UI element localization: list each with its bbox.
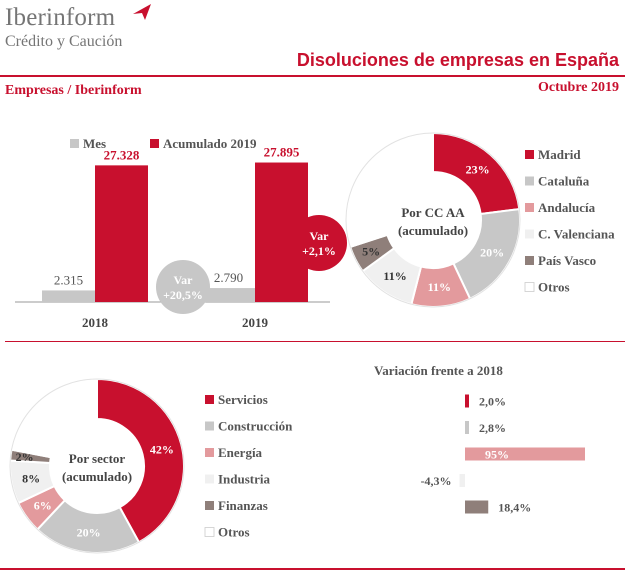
donut-slice-label: 6% xyxy=(34,498,52,512)
variation-badge-label: Var xyxy=(174,273,194,287)
plane-icon xyxy=(133,4,151,20)
legend-swatch xyxy=(524,282,535,292)
variation-badge-label: Var xyxy=(310,229,330,243)
legend-swatch xyxy=(205,501,214,510)
legend-swatch xyxy=(150,139,159,148)
variation-bar-servicios xyxy=(465,394,469,408)
donut-center-subtitle: (acumulado) xyxy=(62,469,132,484)
page-title: Disoluciones de empresas en España xyxy=(296,50,619,70)
legend-label: Andalucía xyxy=(538,200,596,215)
legend-swatch xyxy=(70,139,79,148)
legend-label: Otros xyxy=(538,280,570,295)
period-label: Octubre 2019 xyxy=(537,80,619,95)
variation-bar-label: -4,3% xyxy=(421,474,452,488)
logo-wordmark: Iberinform xyxy=(5,4,116,31)
donut-slice-label: 23% xyxy=(466,162,490,176)
bar-value-label: 2.315 xyxy=(54,272,83,287)
bar-value-label: 27.895 xyxy=(264,145,300,160)
variation-bar-energ-a xyxy=(465,447,585,461)
x-tick-label: 2019 xyxy=(242,315,269,330)
bottom-divider xyxy=(0,568,625,570)
variation-bar-finanzas xyxy=(465,500,489,514)
legend-swatch xyxy=(204,527,215,537)
donut-slice-label: 42% xyxy=(150,442,174,456)
variation-badge xyxy=(156,260,210,314)
variation-bar-label: 2,8% xyxy=(479,421,506,435)
donut-outline xyxy=(9,378,185,554)
legend-label: Cataluña xyxy=(538,174,590,189)
donut-slice-label: 11% xyxy=(383,269,406,283)
top-divider xyxy=(0,75,625,77)
legend-swatch xyxy=(205,395,214,404)
legend-label: País Vasco xyxy=(538,253,596,268)
logo-tagline: Crédito y Caución xyxy=(5,33,123,50)
bar-acumulado-2018 xyxy=(95,165,148,302)
donut-center-title: Por sector xyxy=(69,451,126,466)
legend-label: C. Valenciana xyxy=(538,227,615,242)
variation-badge-value: +2,1% xyxy=(302,244,336,258)
legend-swatch xyxy=(205,448,214,457)
legend-swatch xyxy=(525,256,534,265)
bar-value-label: 27.328 xyxy=(104,147,140,162)
variation-chart-title: Variación frente a 2018 xyxy=(374,363,503,378)
legend-label: Madrid xyxy=(538,147,581,162)
legend-swatch xyxy=(525,203,534,212)
donut-slice-label: 5% xyxy=(362,245,380,259)
legend-swatch xyxy=(205,474,214,484)
donut-center-subtitle: (acumulado) xyxy=(398,223,468,238)
donut-outline xyxy=(345,132,521,308)
variation-bar-label: 95% xyxy=(485,448,509,462)
legend-swatch xyxy=(525,229,534,239)
variation-bar-industria xyxy=(459,474,465,487)
x-tick-label: 2018 xyxy=(82,315,109,330)
legend-label: Mes xyxy=(83,136,106,151)
legend-swatch xyxy=(205,421,214,431)
donut-slice-label: 11% xyxy=(428,280,451,294)
donut-center-title: Por CC AA xyxy=(401,205,465,220)
variation-bar-label: 18,4% xyxy=(498,501,531,515)
variation-badge-value: +20,5% xyxy=(163,288,203,302)
legend-label: Otros xyxy=(218,525,250,540)
legend-label: Finanzas xyxy=(218,498,268,513)
legend-label: Industria xyxy=(218,472,271,487)
variation-badge xyxy=(291,215,347,271)
donut-slice-label: 20% xyxy=(480,246,504,260)
legend-swatch xyxy=(525,176,534,186)
source-label: Empresas / Iberinform xyxy=(5,83,142,98)
legend-label: Acumulado 2019 xyxy=(163,136,257,151)
variation-bar-construcci-n xyxy=(465,421,469,434)
donut-slice-label: 20% xyxy=(77,525,101,539)
legend-label: Servicios xyxy=(218,392,268,407)
variation-bar-label: 2,0% xyxy=(479,395,506,409)
bar-mes-2018 xyxy=(42,290,95,302)
legend-label: Energía xyxy=(218,445,263,460)
bar-value-label: 2.790 xyxy=(214,270,243,285)
legend-label: Construcción xyxy=(218,419,293,434)
legend-swatch xyxy=(525,150,534,159)
section-divider xyxy=(5,341,625,342)
bar-mes-2019 xyxy=(202,288,255,302)
donut-slice-label: 8% xyxy=(22,472,40,486)
